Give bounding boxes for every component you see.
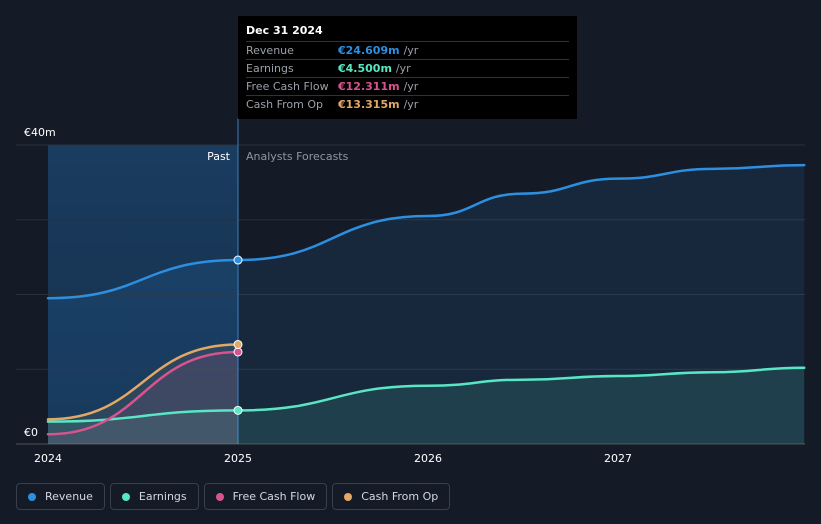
free-cash-flow-line xyxy=(46,350,240,436)
x-tick-label: 2027 xyxy=(604,452,632,465)
tooltip-unit: /yr xyxy=(403,44,419,57)
tooltip-row-revenue: Revenue €24.609m /yr xyxy=(246,41,569,59)
legend-label: Revenue xyxy=(45,490,93,503)
tooltip-value: €12.311m xyxy=(338,80,400,93)
x-tick-label: 2025 xyxy=(224,452,252,465)
tooltip-row-free-cash-flow: Free Cash Flow €12.311m /yr xyxy=(246,77,569,95)
revenue-point xyxy=(233,255,243,265)
legend-item-free-cash-flow[interactable]: Free Cash Flow xyxy=(203,483,328,510)
legend-dot-icon xyxy=(344,492,353,501)
legend-label: Free Cash Flow xyxy=(232,490,316,503)
y-axis-bottom-label: €0 xyxy=(24,426,38,439)
legend: Revenue Earnings Free Cash Flow Cash Fro… xyxy=(16,483,451,510)
tooltip-value: €24.609m xyxy=(338,44,400,57)
tooltip-label: Earnings xyxy=(246,62,294,75)
tooltip-unit: /yr xyxy=(403,98,419,111)
legend-item-earnings[interactable]: Earnings xyxy=(109,483,199,510)
legend-label: Cash From Op xyxy=(361,490,439,503)
tooltip-label: Cash From Op xyxy=(246,98,324,111)
revenue-area xyxy=(48,165,805,444)
legend-dot-icon xyxy=(215,492,224,501)
tooltip: Dec 31 2024 Revenue €24.609m /yr Earning… xyxy=(238,16,577,119)
past-label: Past xyxy=(207,150,231,163)
tooltip-row-earnings: Earnings €4.500m /yr xyxy=(246,59,569,77)
tooltip-value: €4.500m xyxy=(338,62,392,75)
tooltip-value: €13.315m xyxy=(338,98,400,111)
tooltip-row-cash-from-op: Cash From Op €13.315m /yr xyxy=(246,95,569,113)
legend-dot-icon xyxy=(121,492,130,501)
cash-from-op-point xyxy=(233,339,243,349)
earnings-line xyxy=(46,366,806,423)
tooltip-label: Revenue xyxy=(246,44,294,57)
legend-item-cash-from-op[interactable]: Cash From Op xyxy=(332,483,451,510)
free-cash-flow-area xyxy=(48,351,238,444)
earnings-point xyxy=(233,405,243,415)
legend-label: Earnings xyxy=(138,490,187,503)
cash-from-op-line xyxy=(46,343,240,421)
free-cash-flow-point xyxy=(233,347,243,357)
tooltip-unit: /yr xyxy=(395,62,411,75)
earnings-area xyxy=(48,367,805,444)
tooltip-unit: /yr xyxy=(403,80,419,93)
tooltip-label: Free Cash Flow xyxy=(246,80,329,93)
x-tick-label: 2026 xyxy=(414,452,442,465)
chart: €40m €0 Past Analysts Forecasts 2024 2025 2026… xyxy=(16,118,806,465)
legend-dot-icon xyxy=(28,492,36,501)
forecast-label: Analysts Forecasts xyxy=(246,150,349,163)
revenue-line xyxy=(46,163,806,300)
y-axis-top-label: €40m xyxy=(24,126,56,139)
x-tick-label: 2024 xyxy=(34,452,62,465)
legend-item-revenue[interactable]: Revenue xyxy=(16,483,105,510)
tooltip-date: Dec 31 2024 xyxy=(246,24,323,37)
